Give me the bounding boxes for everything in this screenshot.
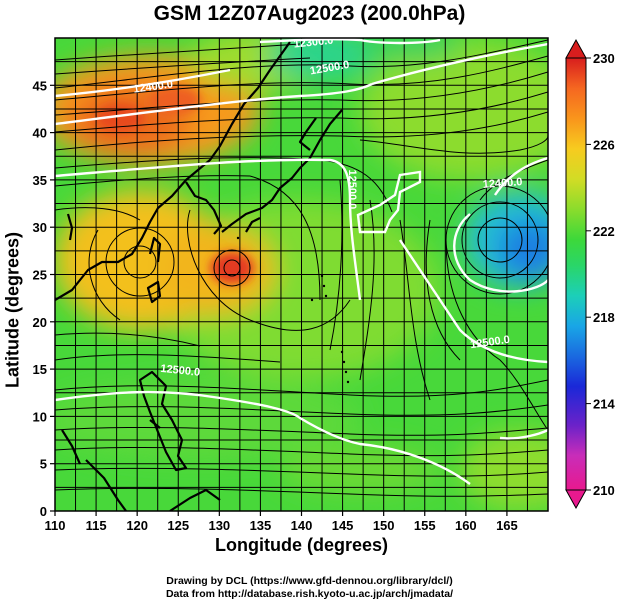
colorbar-tick-label: 218 — [593, 310, 615, 325]
contour-label: 12500.0 — [160, 363, 201, 379]
colorbar: 230 226 222 218 214 210 — [565, 38, 615, 510]
colorbar-tick-label: 230 — [593, 51, 615, 66]
x-axis: 110 115 120 125 130 135 140 145 150 155 160 165 — [45, 511, 518, 533]
colorbar-ticks: 230 226 222 218 214 210 — [586, 51, 615, 498]
y-tick-label: 15 — [33, 362, 47, 377]
y-tick-label: 5 — [40, 457, 47, 472]
x-tick-label: 115 — [86, 518, 107, 533]
y-tick-label: 20 — [33, 315, 47, 330]
y-tick-label: 10 — [33, 409, 47, 424]
y-tick-label: 35 — [33, 173, 47, 188]
x-tick-label: 135 — [250, 518, 272, 533]
credit-data: Data from http://database.rish.kyoto-u.a… — [165, 588, 454, 600]
x-tick-label: 145 — [332, 518, 354, 533]
contour-label: 12500.0 — [346, 169, 358, 209]
y-axis-label-box: Latitude (degrees) — [2, 231, 24, 389]
map-title: GSM 12Z07Aug2023 (200.0hPa) — [153, 2, 466, 25]
credit-drawing: Drawing by DCL (https://www.gfd-dennou.o… — [166, 575, 453, 587]
wind-streamlines — [55, 39, 548, 497]
colorbar-top-arrow — [565, 38, 587, 59]
contour-label: 12500.0 — [470, 334, 511, 351]
x-tick-label: 160 — [455, 518, 477, 533]
x-tick-label: 150 — [373, 518, 395, 533]
x-tick-label: 155 — [414, 518, 436, 533]
y-axis-label: Latitude (degrees) — [2, 231, 23, 389]
y-tick-label: 30 — [33, 220, 47, 235]
x-tick-label: 125 — [167, 518, 189, 533]
x-axis-label: Longitude (degrees) — [214, 535, 388, 555]
colorbar-bottom-arrow — [565, 489, 587, 510]
x-tick-label: 130 — [208, 518, 230, 533]
y-tick-label: 0 — [40, 504, 47, 519]
colorbar-tick-label: 222 — [593, 224, 615, 239]
coastlines — [55, 41, 343, 511]
colorbar-tick-label: 226 — [593, 137, 615, 152]
x-tick-label: 120 — [126, 518, 148, 533]
x-tick-label: 165 — [496, 518, 518, 533]
contour-label: 12400.0 — [482, 176, 523, 191]
x-tick-label: 140 — [291, 518, 313, 533]
colorbar-tick-label: 214 — [593, 397, 615, 412]
height-contours — [55, 38, 548, 485]
y-tick-label: 25 — [33, 268, 47, 283]
x-tick-label: 110 — [45, 518, 66, 533]
y-tick-label: 45 — [33, 78, 47, 93]
y-tick-label: 40 — [33, 126, 47, 141]
colorbar-tick-label: 210 — [593, 483, 615, 498]
contour-label: 12400.0 — [133, 78, 174, 95]
y-axis: 0 5 10 15 20 25 30 35 40 45 — [33, 78, 55, 519]
temperature-field — [55, 38, 548, 511]
colorbar-body — [565, 57, 587, 491]
